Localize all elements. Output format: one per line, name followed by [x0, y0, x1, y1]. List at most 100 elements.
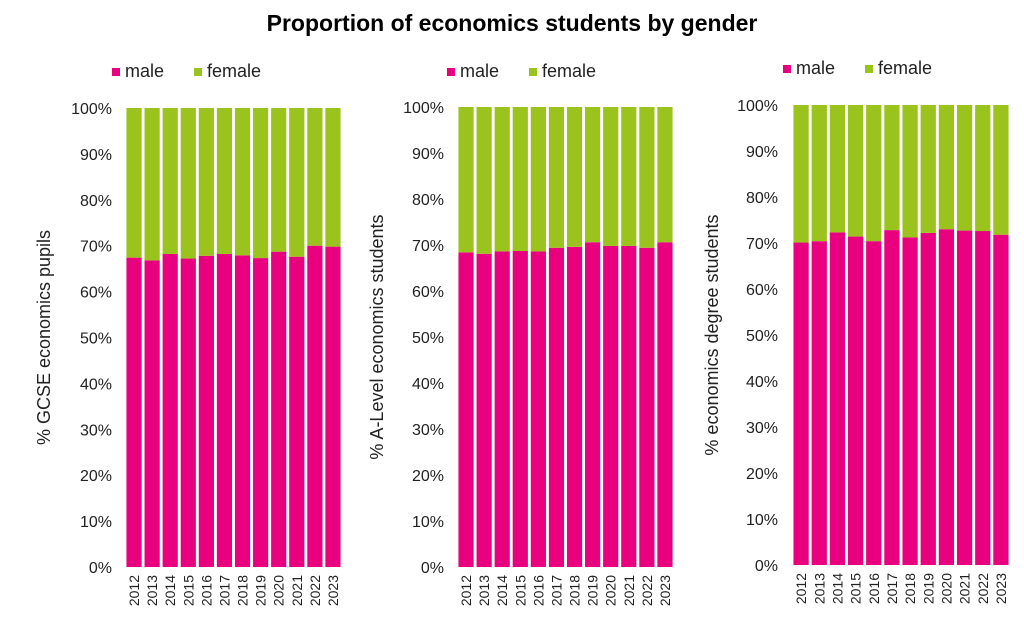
chart3-legend-swatch-female	[865, 65, 873, 73]
chart3-ytick-label: 50%	[746, 328, 778, 345]
chart3-bar-female	[920, 105, 936, 233]
chart1-bar-female	[216, 108, 233, 254]
chart-title: Proportion of economics students by gend…	[266, 10, 758, 36]
chart2-bar-male	[458, 252, 474, 568]
chart2-y-axis-label: % A-Level economics students	[367, 214, 387, 459]
chart3-bar-female	[993, 105, 1009, 235]
chart1-ytick-label: 90%	[80, 147, 112, 164]
chart1-bar-female	[162, 108, 178, 254]
chart3-ytick-label: 10%	[746, 512, 778, 529]
chart3-bar-female	[938, 105, 955, 230]
chart3-ytick-label: 60%	[746, 282, 778, 299]
chart2-legend-label-female: female	[542, 61, 596, 81]
chart1-bar-male	[289, 256, 305, 567]
chart2-ytick-label: 70%	[412, 238, 444, 255]
chart2-legend-swatch-male	[447, 68, 455, 76]
chart3-bar-male	[884, 230, 900, 565]
chart2-bar-male	[476, 253, 492, 568]
chart1-xtick-label: 2020	[271, 575, 287, 606]
chart1-ytick-label: 40%	[80, 376, 112, 393]
chart2-xtick-label: 2013	[476, 575, 492, 606]
chart3-xtick-label: 2013	[811, 573, 827, 604]
chart1-bar-female	[198, 108, 214, 256]
chart3-bar-female	[902, 105, 918, 238]
chart3-xtick-label: 2020	[938, 573, 954, 604]
chart3-bar-male	[811, 241, 827, 565]
chart2-bar-male	[530, 251, 546, 567]
chart2-xtick-label: 2022	[639, 575, 655, 606]
chart2-bar-female	[603, 107, 619, 246]
chart1-ytick-label: 80%	[80, 193, 112, 210]
chart1-bar-female	[289, 108, 305, 257]
chart2-ytick-label: 90%	[412, 146, 444, 163]
chart3-legend-label-female: female	[878, 58, 932, 78]
chart2-bar-male	[639, 247, 655, 567]
chart3-xtick-label: 2015	[848, 573, 864, 604]
chart3-ytick-label: 100%	[737, 98, 778, 115]
chart1-xtick-label: 2016	[198, 575, 214, 606]
chart1-xtick-label: 2021	[289, 575, 305, 606]
chart3-ytick-label: 30%	[746, 420, 778, 437]
chart3-bar-male	[847, 236, 864, 565]
chart1-xtick-label: 2023	[325, 575, 341, 606]
chart2-xtick-label: 2021	[621, 575, 637, 606]
chart2-bar-male	[512, 250, 528, 568]
chart1-ytick-label: 60%	[80, 285, 112, 302]
chart1-bar-male	[126, 257, 142, 567]
chart1-ytick-label: 20%	[80, 468, 112, 485]
chart2-bar-female	[458, 107, 474, 253]
chart1-bar-female	[325, 108, 341, 247]
chart2-bar-male	[657, 242, 673, 568]
chart2-bar-female	[476, 107, 492, 254]
chart3-xtick-label: 2023	[993, 573, 1009, 604]
chart2-xtick-label: 2023	[657, 575, 673, 606]
chart2-ytick-label: 50%	[412, 330, 444, 347]
chart2-bar-male	[548, 247, 565, 567]
chart3-ytick-label: 70%	[746, 236, 778, 253]
chart1-bar-male	[271, 251, 287, 568]
chart2-bar-female	[530, 107, 546, 252]
chart3-xtick-label: 2019	[920, 573, 936, 604]
chart1-xtick-label: 2017	[216, 575, 232, 606]
chart1-bar-male	[162, 253, 178, 567]
chart1-xtick-label: 2018	[235, 575, 251, 606]
chart2-bar-male	[494, 251, 510, 567]
chart1-bar-female	[126, 108, 142, 258]
chart1-xtick-label: 2015	[180, 575, 196, 606]
chart3-bar-female	[829, 105, 846, 233]
chart1-ytick-label: 0%	[89, 560, 112, 577]
chart2-ytick-label: 30%	[412, 422, 444, 439]
chart1-bar-female	[234, 108, 251, 256]
chart2-bar-female	[512, 107, 528, 251]
chart1-xtick-label: 2013	[144, 575, 160, 606]
chart1-bar-male	[144, 260, 160, 567]
chart1-ytick-label: 30%	[80, 422, 112, 439]
chart2-xtick-label: 2017	[548, 575, 564, 606]
chart3-bar-male	[902, 237, 918, 566]
chart3-bar-female	[975, 105, 991, 232]
chart3-bar-female	[847, 105, 864, 237]
chart2-bar-male	[603, 245, 619, 568]
chart2-ytick-label: 60%	[412, 284, 444, 301]
chart2-ytick-label: 40%	[412, 376, 444, 393]
chart1-ytick-label: 50%	[80, 331, 112, 348]
chart2-bar-female	[621, 107, 637, 246]
chart2-ytick-label: 0%	[421, 560, 444, 577]
chart3-bar-male	[920, 232, 936, 565]
chart1-ytick-label: 70%	[80, 239, 112, 256]
chart3-xtick-label: 2022	[975, 573, 991, 604]
chart3-xtick-label: 2021	[957, 573, 973, 604]
chart1-bar-female	[253, 108, 269, 259]
chart1-bar-male	[325, 246, 341, 568]
chart3-bar-female	[811, 105, 827, 242]
chart3-legend-swatch-male	[783, 65, 791, 73]
chart3-ytick-label: 0%	[755, 558, 778, 575]
chart3-bar-male	[993, 234, 1009, 565]
chart2-ytick-label: 80%	[412, 192, 444, 209]
chart3-xtick-label: 2017	[884, 573, 900, 604]
chart2-bar-male	[621, 245, 637, 568]
chart3-bar-male	[793, 242, 809, 566]
chart2-ytick-label: 10%	[412, 514, 444, 531]
chart3-ytick-label: 80%	[746, 190, 778, 207]
